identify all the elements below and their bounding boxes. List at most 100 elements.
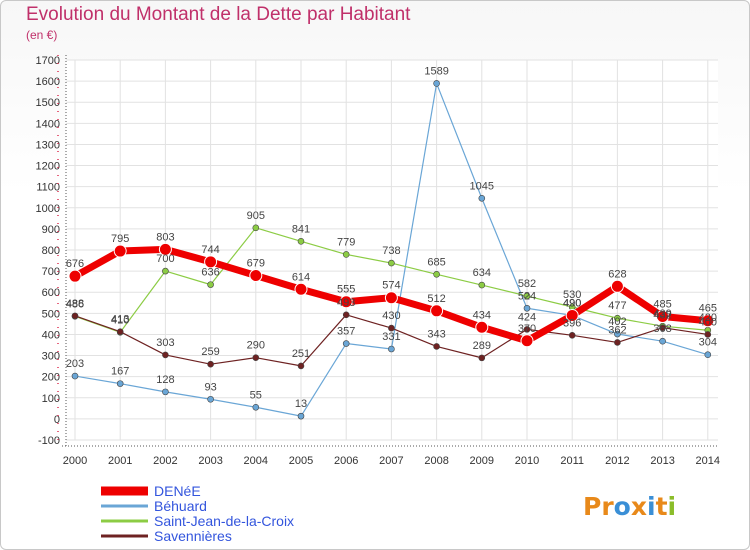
data-label: 488 xyxy=(66,298,84,310)
data-point xyxy=(433,80,440,87)
data-label: 841 xyxy=(292,223,310,235)
legend-label: Savennières xyxy=(154,528,232,544)
data-label: 167 xyxy=(111,366,129,378)
data-label: 290 xyxy=(247,340,265,352)
data-label: 679 xyxy=(247,258,265,270)
data-point xyxy=(342,251,350,258)
data-point xyxy=(339,295,353,309)
data-label: 396 xyxy=(563,317,581,329)
data-point xyxy=(249,269,263,283)
data-label: 905 xyxy=(247,210,265,222)
data-label: 465 xyxy=(699,303,717,315)
data-point xyxy=(158,242,172,256)
data-label: 676 xyxy=(66,258,84,270)
data-label: 203 xyxy=(66,358,84,370)
data-point xyxy=(523,326,531,333)
data-label: 490 xyxy=(563,297,581,309)
data-point xyxy=(297,362,305,370)
logo-letter: P xyxy=(583,492,601,521)
data-label: 402 xyxy=(608,316,626,328)
data-label: 685 xyxy=(427,256,445,268)
data-label: 410 xyxy=(111,314,129,326)
data-point xyxy=(565,308,579,322)
data-label: 289 xyxy=(473,340,491,352)
data-point xyxy=(297,412,305,420)
y-tick-label: 1200 xyxy=(36,161,60,173)
data-label: 744 xyxy=(201,244,219,256)
data-label: 486 xyxy=(66,298,84,310)
data-label: 485 xyxy=(653,299,671,311)
data-point xyxy=(523,304,531,312)
data-point xyxy=(659,324,666,331)
data-label: 493 xyxy=(337,297,355,309)
data-label: 634 xyxy=(473,267,491,279)
data-label: 362 xyxy=(608,324,626,336)
x-tick-label: 2006 xyxy=(334,455,358,467)
y-tick-label: 1000 xyxy=(36,203,60,215)
data-point xyxy=(478,194,486,202)
data-point xyxy=(478,354,486,362)
data-label: 795 xyxy=(111,233,129,245)
data-point xyxy=(207,281,214,288)
data-label: 93 xyxy=(204,381,216,393)
data-label: 370 xyxy=(518,323,536,335)
logo-letter: x xyxy=(631,492,647,521)
data-point xyxy=(294,282,308,296)
data-point xyxy=(614,314,621,322)
data-point xyxy=(207,395,214,403)
data-label: 530 xyxy=(563,289,581,301)
data-point xyxy=(701,314,715,328)
data-point xyxy=(659,337,666,345)
data-label: 477 xyxy=(608,300,626,312)
x-tick-label: 2003 xyxy=(198,455,222,467)
data-label: 400 xyxy=(699,316,717,328)
data-point xyxy=(113,244,127,258)
data-label: 368 xyxy=(653,323,671,335)
data-label: 55 xyxy=(250,389,262,401)
data-label: 555 xyxy=(337,284,355,296)
x-tick-label: 2009 xyxy=(470,455,494,467)
data-point xyxy=(388,324,395,332)
data-point xyxy=(610,279,624,293)
data-point xyxy=(342,311,350,319)
data-point xyxy=(433,343,440,350)
data-label: 357 xyxy=(337,326,355,338)
y-tick-label: 800 xyxy=(42,245,60,257)
chart-subtitle: (en €) xyxy=(26,28,58,42)
data-label: 434 xyxy=(473,309,491,321)
data-label: 1045 xyxy=(470,180,494,192)
data-point xyxy=(252,354,260,361)
data-label: 636 xyxy=(201,267,219,279)
x-tick-label: 2001 xyxy=(108,455,132,467)
x-tick-label: 2010 xyxy=(515,455,539,467)
logo-letter: o xyxy=(614,492,631,521)
data-label: 524 xyxy=(518,290,536,302)
y-tick-label: 900 xyxy=(42,224,60,236)
data-point xyxy=(384,291,398,305)
data-point xyxy=(252,403,260,411)
data-label: 304 xyxy=(699,337,717,349)
data-point xyxy=(475,320,489,334)
data-point xyxy=(656,310,670,323)
data-point xyxy=(523,292,531,300)
x-tick-label: 2005 xyxy=(289,455,313,467)
x-tick-label: 2014 xyxy=(696,455,720,467)
data-label: 430 xyxy=(382,310,400,322)
legend-label: Saint-Jean-de-la-Croix xyxy=(154,513,294,529)
data-point xyxy=(116,380,124,387)
y-tick-label: 1500 xyxy=(36,97,60,109)
x-tick-label: 2004 xyxy=(244,455,268,467)
chart-title: Evolution du Montant de la Dette par Hab… xyxy=(26,4,411,25)
logo-letter: r xyxy=(601,492,614,521)
data-label: 128 xyxy=(156,374,174,386)
data-label: 700 xyxy=(156,253,174,265)
y-tick-label: 600 xyxy=(42,287,60,299)
y-tick-label: -100 xyxy=(38,435,60,447)
x-tick-label: 2013 xyxy=(650,455,674,467)
data-label: 13 xyxy=(295,398,307,410)
y-tick-label: 1300 xyxy=(36,139,60,151)
y-tick-label: 500 xyxy=(42,308,60,320)
data-point xyxy=(430,304,444,318)
y-tick-label: 1700 xyxy=(36,55,60,67)
